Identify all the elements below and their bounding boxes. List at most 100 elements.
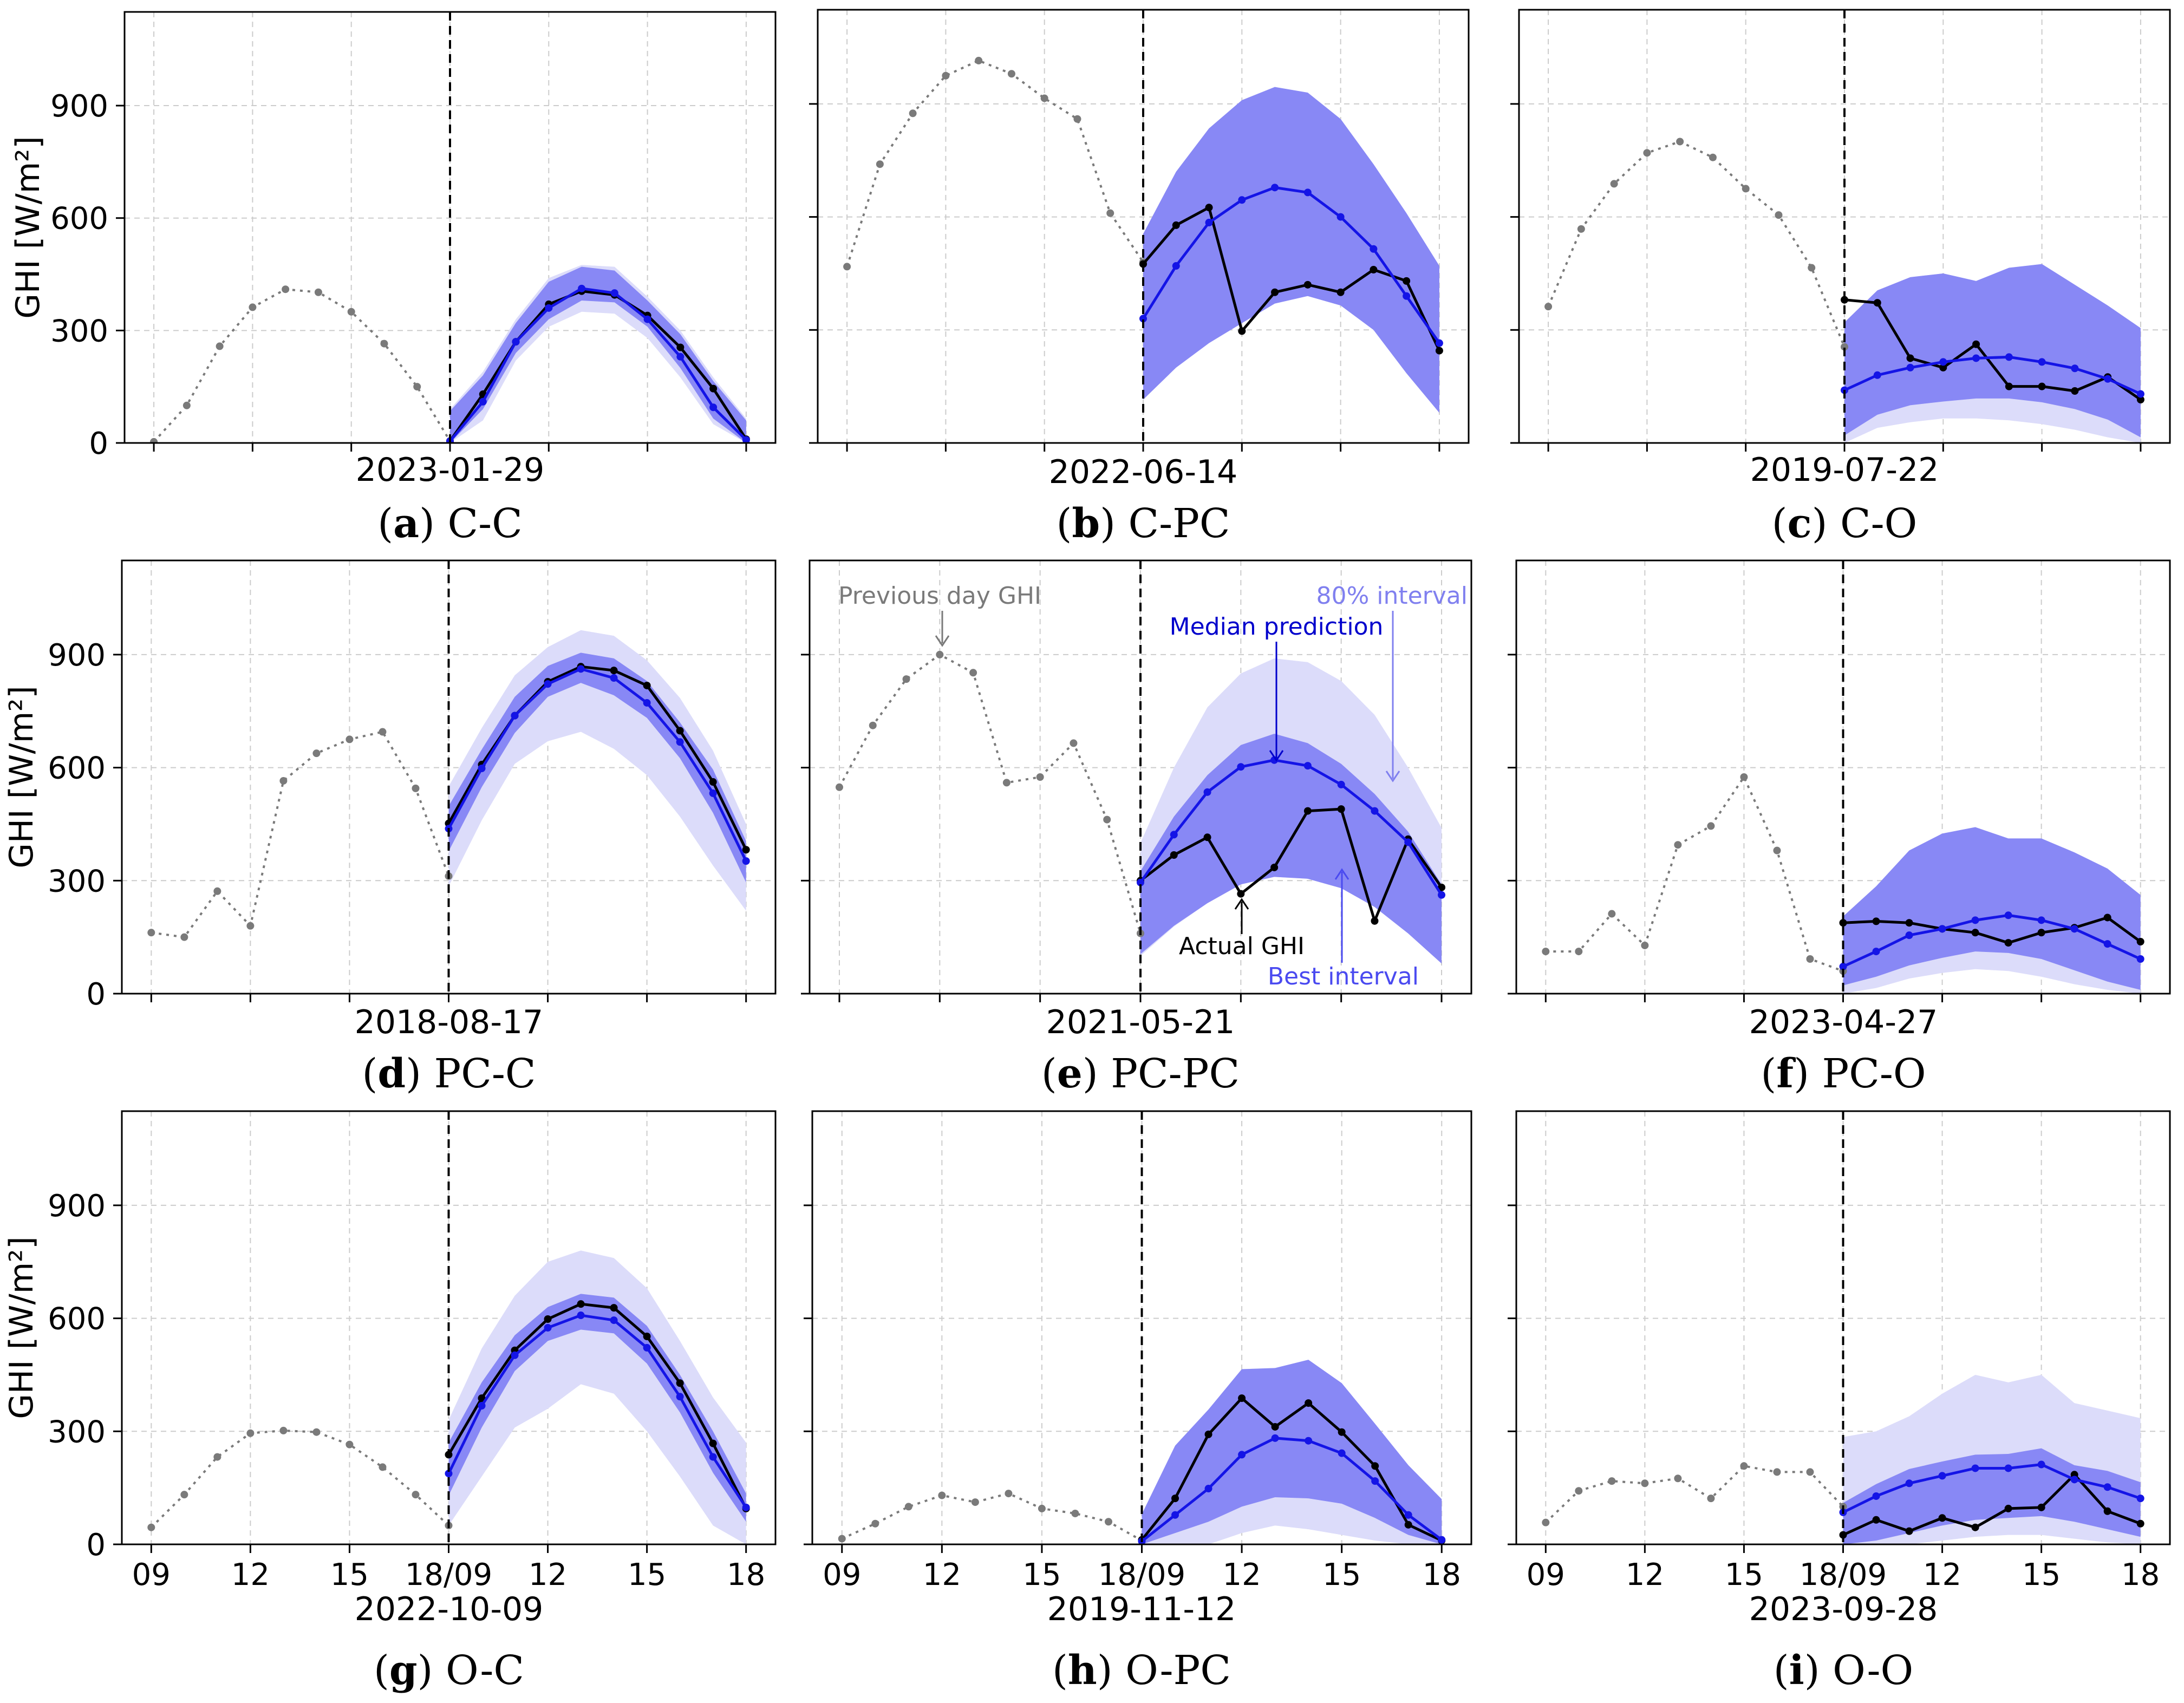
previous-day-point bbox=[1007, 70, 1015, 78]
actual-point bbox=[1303, 280, 1312, 289]
median-point bbox=[2037, 1460, 2045, 1469]
median-point bbox=[1270, 756, 1279, 764]
median-point bbox=[511, 1351, 519, 1359]
median-point bbox=[478, 765, 486, 772]
previous-day-point bbox=[379, 728, 387, 736]
series-layer bbox=[150, 12, 750, 443]
previous-day-point bbox=[279, 1426, 288, 1434]
series-layer bbox=[1542, 560, 2144, 994]
median-point bbox=[512, 338, 520, 346]
median-point bbox=[676, 738, 684, 746]
previous-day-point bbox=[871, 1519, 879, 1528]
previous-day-point bbox=[1841, 343, 1848, 351]
x-tick-label: 12 bbox=[529, 1557, 567, 1593]
median-point bbox=[2104, 375, 2112, 383]
previous-day-point bbox=[345, 1440, 354, 1448]
series-layer bbox=[1542, 1111, 2144, 1544]
actual-point bbox=[2004, 939, 2012, 947]
median-point bbox=[1205, 219, 1213, 227]
actual-point bbox=[2136, 396, 2144, 403]
x-tick-label: 18 bbox=[727, 1557, 765, 1593]
previous-day-point bbox=[838, 1535, 846, 1543]
previous-day-point bbox=[1038, 1504, 1046, 1512]
annotation-median: Median prediction bbox=[1170, 613, 1384, 641]
actual-point bbox=[1403, 277, 1411, 285]
caption-letter: e bbox=[1057, 1050, 1083, 1097]
previous-day-point bbox=[1674, 1474, 1682, 1483]
actual-point bbox=[1172, 221, 1180, 229]
previous-day-point bbox=[869, 721, 877, 729]
median-point bbox=[742, 857, 750, 865]
actual-point bbox=[1370, 266, 1378, 273]
actual-point bbox=[1337, 805, 1345, 813]
previous-day-point bbox=[216, 342, 224, 350]
median-line bbox=[1843, 355, 2141, 395]
previous-day-line bbox=[153, 288, 451, 443]
panel-date: 2023-01-29 bbox=[356, 451, 545, 489]
annotation-arrowhead bbox=[1334, 868, 1349, 880]
actual-point bbox=[1905, 919, 1913, 927]
panel-caption: (c) C-O bbox=[1772, 500, 1918, 547]
median-point bbox=[2136, 390, 2144, 398]
actual-point bbox=[1435, 347, 1443, 355]
actual-point bbox=[478, 1394, 486, 1402]
tick-marks bbox=[1510, 103, 2142, 452]
previous-day-point bbox=[1674, 841, 1682, 849]
x-tick-label: 15 bbox=[1725, 1557, 1763, 1593]
actual-point bbox=[1171, 1495, 1179, 1503]
tick-marks: 0 300 600 900 bbox=[50, 89, 747, 461]
actual-point bbox=[1971, 1523, 1979, 1531]
previous-day-point bbox=[835, 783, 843, 791]
tick-marks bbox=[1508, 654, 2142, 1002]
actual-point bbox=[1404, 1521, 1412, 1529]
previous-day-point bbox=[1707, 822, 1715, 830]
panel-i-o-o: 09 12 15 18/09 12 15 18 2023-09-28 (i) O-O bbox=[1508, 1110, 2171, 1694]
median-point bbox=[2103, 1483, 2111, 1491]
median-line bbox=[447, 1314, 747, 1509]
median-point bbox=[2004, 1464, 2012, 1472]
actual-point bbox=[1839, 919, 1847, 927]
previous-day-point bbox=[1808, 264, 1816, 272]
actual-line bbox=[1142, 205, 1441, 351]
x-tick-label: 09 bbox=[823, 1557, 861, 1593]
actual-line bbox=[447, 1302, 747, 1510]
y-tick-label: 900 bbox=[48, 1189, 106, 1224]
actual-point bbox=[1971, 929, 1979, 937]
tick-marks bbox=[801, 654, 1443, 1002]
actual-point bbox=[1905, 1527, 1913, 1535]
previous-day-point bbox=[1740, 1462, 1748, 1470]
median-point bbox=[2038, 358, 2046, 366]
previous-day-point bbox=[380, 340, 388, 348]
actual-point bbox=[1305, 1399, 1313, 1407]
actual-point bbox=[1872, 1516, 1880, 1524]
median-point bbox=[1938, 925, 1946, 933]
y-tick-label: 0 bbox=[86, 1528, 106, 1563]
annotation-80-interval: 80% interval bbox=[1316, 582, 1468, 610]
previous-day-line bbox=[846, 59, 1144, 267]
median-point bbox=[2136, 955, 2144, 963]
previous-day-point bbox=[1742, 185, 1750, 193]
actual-point bbox=[1938, 1514, 1946, 1522]
y-tick-label: 900 bbox=[48, 638, 106, 673]
median-point bbox=[1172, 262, 1180, 270]
actual-point bbox=[676, 727, 684, 735]
best-interval-band bbox=[1843, 827, 2141, 990]
actual-point bbox=[1303, 807, 1312, 815]
median-point bbox=[1906, 363, 1914, 371]
tick-marks: 09 12 15 18/09 12 15 18 bbox=[804, 1204, 1461, 1593]
y-tick-label: 0 bbox=[89, 426, 108, 461]
median-point bbox=[544, 1324, 552, 1332]
panel-g-o-c: 09 12 15 18/09 12 15 18 0 300 600 900 GHI [W/m²] 2… bbox=[3, 1110, 777, 1694]
actual-line bbox=[448, 290, 748, 442]
median-point bbox=[1337, 213, 1345, 221]
x-tick-label: 12 bbox=[1626, 1557, 1664, 1593]
x-tick-label: 09 bbox=[132, 1557, 171, 1593]
previous-day-point bbox=[150, 438, 158, 443]
median-point bbox=[1171, 1511, 1179, 1519]
y-tick-label: 600 bbox=[48, 1302, 106, 1337]
median-point bbox=[1371, 807, 1379, 815]
previous-day-point bbox=[246, 1429, 255, 1437]
median-point bbox=[1271, 184, 1279, 192]
y-axis-label: GHI [W/m²] bbox=[3, 686, 41, 868]
previous-day-point bbox=[1575, 1487, 1583, 1495]
